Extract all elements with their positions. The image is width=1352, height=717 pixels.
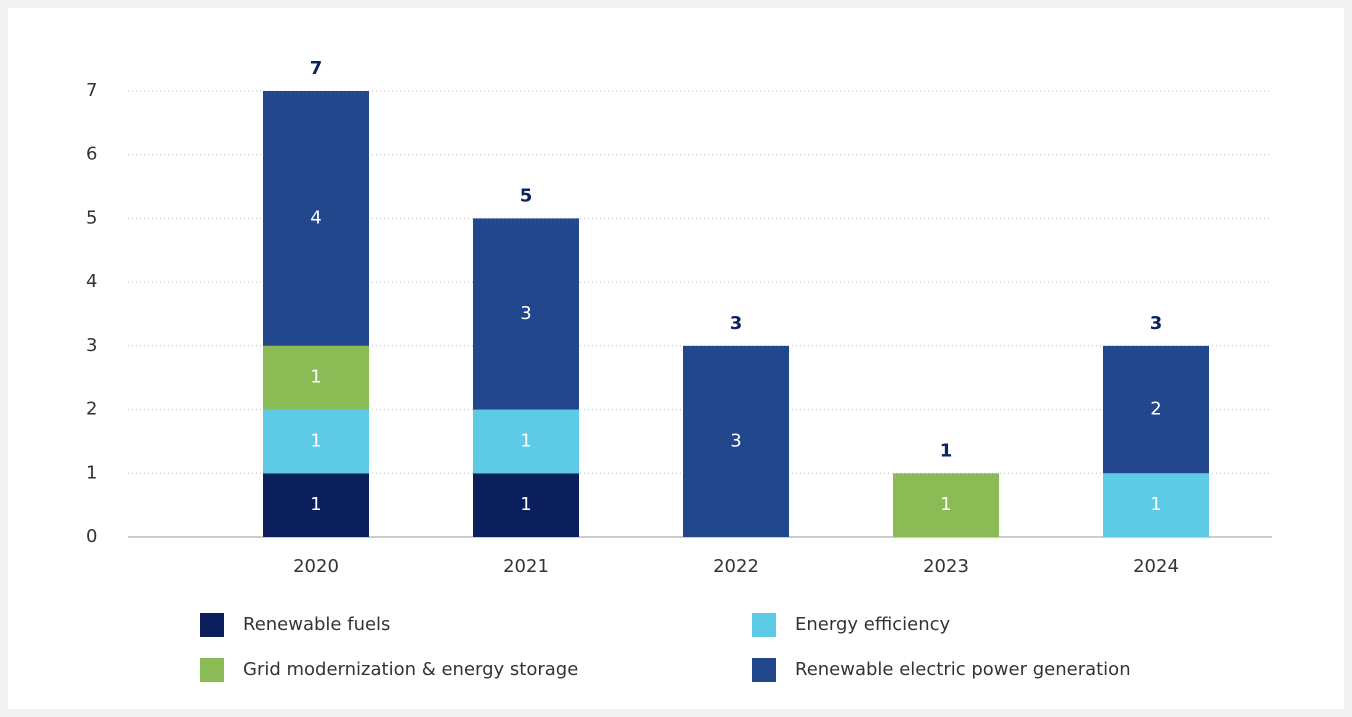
legend-swatch [200, 658, 224, 682]
legend-swatch [752, 613, 776, 637]
bar-segment [473, 218, 579, 410]
segment-label: 4 [310, 207, 321, 228]
segment-label: 1 [1150, 494, 1161, 515]
legend-label: Renewable electric power generation [795, 659, 1131, 680]
y-tick-label: 3 [86, 335, 97, 356]
bar-segment [263, 409, 369, 474]
segment-label: 1 [310, 430, 321, 451]
segment-label: 1 [310, 367, 321, 388]
bar-segment [1103, 345, 1209, 474]
bar-segment [263, 91, 369, 346]
bar-segment [473, 409, 579, 474]
segment-label: 1 [940, 494, 951, 515]
segment-label: 1 [520, 430, 531, 451]
x-tick-label: 2020 [293, 556, 339, 577]
total-label: 7 [310, 58, 323, 79]
bar-segment [473, 473, 579, 537]
bar-segment [263, 473, 369, 537]
segment-label: 2 [1150, 399, 1161, 420]
total-label: 3 [1150, 313, 1163, 334]
legend-swatch [200, 613, 224, 637]
total-label: 3 [730, 313, 743, 334]
y-tick-label: 6 [86, 144, 97, 165]
total-label: 1 [940, 440, 953, 461]
bar-segment [1103, 473, 1209, 537]
y-tick-label: 1 [86, 462, 97, 483]
segment-label: 3 [520, 303, 531, 324]
segment-label: 3 [730, 430, 741, 451]
y-tick-label: 4 [86, 271, 97, 292]
segment-label: 1 [310, 494, 321, 515]
bar-segment [683, 345, 789, 537]
x-tick-label: 2022 [713, 556, 759, 577]
x-tick-label: 2023 [923, 556, 969, 577]
y-tick-label: 5 [86, 207, 97, 228]
y-tick-label: 0 [86, 526, 97, 547]
x-tick-label: 2021 [503, 556, 549, 577]
x-tick-label: 2024 [1133, 556, 1179, 577]
bar-segment [263, 345, 369, 410]
legend-label: Energy efficiency [795, 614, 950, 635]
y-tick-label: 7 [86, 80, 97, 101]
legend-label: Renewable fuels [243, 614, 390, 635]
segment-label: 1 [520, 494, 531, 515]
legend-swatch [752, 658, 776, 682]
bar-segment [893, 473, 999, 537]
total-label: 5 [520, 185, 533, 206]
legend-label: Grid modernization & energy storage [243, 659, 578, 680]
y-tick-label: 2 [86, 399, 97, 420]
